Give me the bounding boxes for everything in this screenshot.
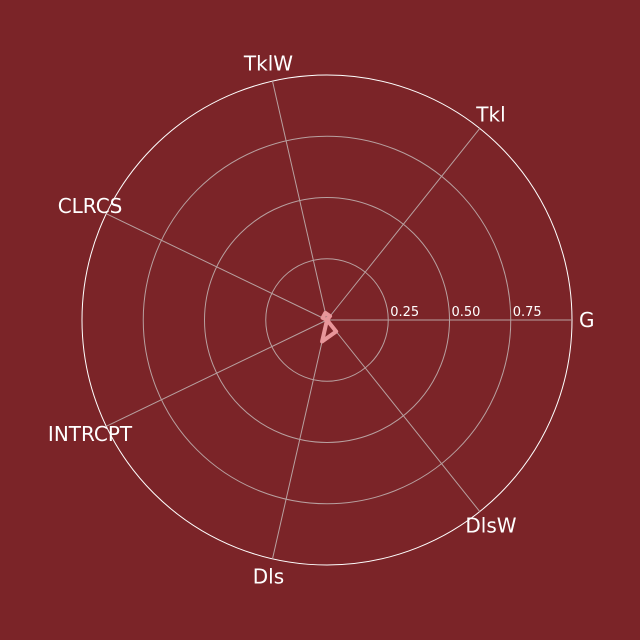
spoke-intrcpt — [106, 319, 328, 427]
axis-label-tklw: TklW — [243, 52, 293, 76]
axis-label-g: G — [579, 308, 595, 332]
axis-label-tkl: Tkl — [475, 102, 505, 126]
radial-tick-label: 0.50 — [452, 305, 481, 320]
series-polygon — [320, 310, 339, 344]
radial-tick-label: 0.75 — [513, 305, 542, 320]
axis-label-clrcs: CLRCS — [58, 194, 123, 218]
series-layer — [320, 310, 339, 344]
spoke-tklw — [271, 81, 328, 321]
axis-label-dls: Dls — [253, 564, 284, 588]
radial-tick-labels: 0.25 0.50 0.75 — [390, 305, 541, 320]
radar-spokes — [106, 81, 572, 559]
axis-label-dlsw: DlsW — [465, 514, 516, 538]
axis-labels: G Tkl TklW CLRCS INTRCPT Dls DlsW — [48, 52, 595, 589]
spoke-dls — [271, 319, 328, 559]
radial-tick-label: 0.25 — [390, 305, 419, 320]
spoke-tkl — [326, 128, 481, 321]
spoke-clrcs — [106, 213, 328, 321]
spoke-dlsw — [326, 319, 481, 512]
axis-label-intrcpt: INTRCPT — [48, 422, 133, 446]
